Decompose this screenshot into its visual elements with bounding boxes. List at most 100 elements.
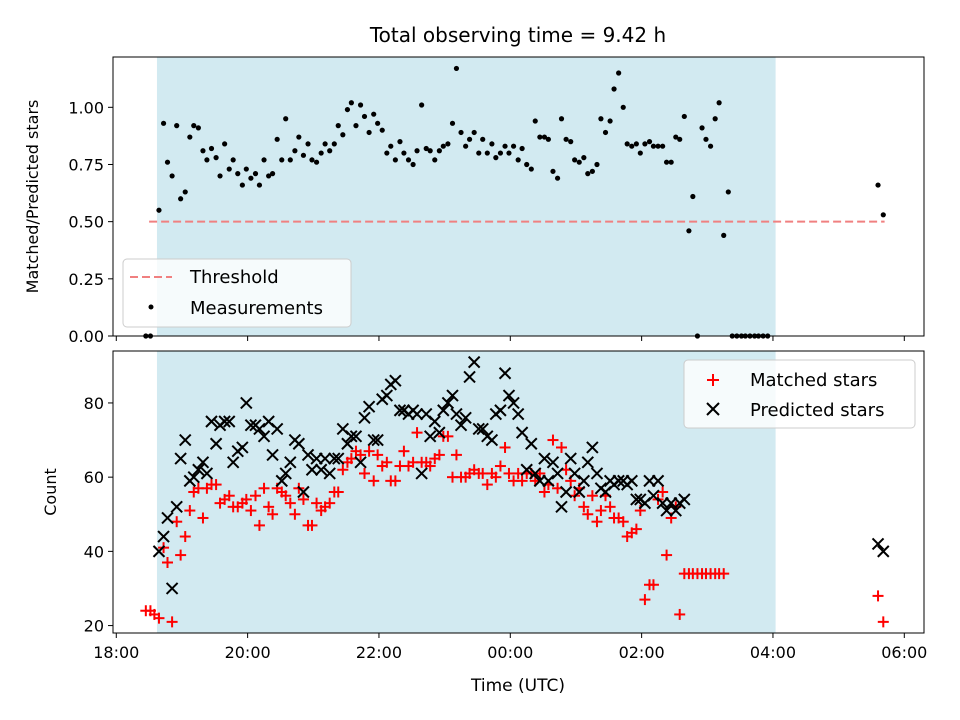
measurement-point	[318, 150, 324, 156]
measurement-point	[405, 157, 412, 163]
x-stroke-b	[454, 419, 468, 432]
top-x-ticks	[115, 336, 905, 341]
measurement-point	[445, 141, 451, 147]
x-stroke-b	[877, 545, 890, 558]
matched-star-point	[490, 471, 502, 483]
x-stroke-b	[345, 430, 358, 443]
measurement-point	[620, 104, 626, 110]
matched-star-point	[245, 505, 257, 517]
predicted-star-point	[498, 367, 512, 380]
x-stroke-b	[441, 396, 455, 410]
measurement-point	[160, 120, 167, 126]
predicted-star-point	[577, 474, 591, 488]
bottom-x-ticks: 18:00 20:00 22:00 00:00 02:00 04:00 06:00	[93, 633, 927, 662]
x-stroke-b	[297, 485, 310, 499]
x-stroke-b	[192, 463, 205, 476]
predicted-star-point	[367, 433, 380, 447]
measurement-point	[502, 143, 508, 149]
measurement-point	[322, 141, 328, 147]
predicted-star-points	[152, 355, 890, 595]
x-stroke-b	[205, 415, 218, 428]
measurement-point	[410, 161, 416, 168]
matched-star-point	[494, 460, 506, 472]
measurement-point	[690, 193, 696, 200]
measurement-point	[660, 143, 666, 149]
predicted-star-point	[568, 467, 581, 480]
measurement-point	[558, 116, 565, 122]
top-legend-box	[122, 258, 352, 328]
matched-star-point	[306, 519, 318, 531]
measurement-point	[541, 134, 548, 140]
x-axis-label: Time (UTC)	[470, 676, 565, 696]
predicted-star-point	[314, 463, 328, 476]
x-stroke-b	[152, 545, 166, 558]
predicted-star-point	[590, 467, 604, 480]
predicted-star-point	[463, 370, 476, 384]
measurement-point	[371, 111, 377, 117]
matched-star-point	[538, 486, 550, 498]
measurement-point	[384, 150, 390, 156]
x-stroke-b	[292, 437, 306, 450]
measurement-point	[397, 139, 403, 145]
measurement-point	[174, 123, 180, 129]
y-tick-label: 0.75	[68, 155, 104, 174]
predicted-star-point	[332, 452, 345, 465]
predicted-star-point	[446, 389, 459, 402]
predicted-star-point	[200, 467, 214, 480]
x-stroke-b	[520, 463, 533, 476]
predicted-star-point	[877, 545, 890, 558]
measurement-point	[230, 157, 236, 163]
measurement-point	[471, 129, 477, 136]
matched-star-point	[267, 508, 279, 520]
measurement-point	[602, 129, 609, 136]
x-stroke-b	[581, 456, 594, 469]
matched-star-point	[179, 531, 191, 543]
predicted-star-point	[542, 474, 555, 488]
measurement-point	[568, 139, 574, 145]
matched-star-point	[258, 482, 270, 494]
predicted-star-point	[209, 437, 223, 450]
x-stroke-b	[200, 467, 214, 480]
predicted-star-point	[187, 470, 200, 484]
y-tick-label: 60	[84, 468, 104, 487]
measurement-point	[388, 143, 394, 149]
measurement-point	[344, 106, 351, 113]
measurement-point	[287, 157, 293, 163]
measurement-point	[169, 173, 175, 179]
x-stroke-b	[463, 370, 476, 384]
predicted-star-point	[454, 419, 468, 432]
matched-star-point	[547, 434, 559, 446]
x-stroke-b	[301, 448, 315, 462]
measurement-point	[208, 145, 215, 152]
predicted-star-point	[502, 389, 516, 402]
x-stroke-b	[358, 411, 371, 424]
y-tick-label: 0.25	[68, 270, 104, 289]
predicted-star-point	[218, 415, 231, 428]
predicted-star-point	[433, 426, 446, 439]
x-tick-label: 04:00	[750, 643, 796, 662]
measurement-point	[256, 182, 263, 188]
x-stroke-b	[420, 407, 433, 421]
measurement-point	[353, 123, 359, 129]
measurement-point	[589, 168, 595, 174]
measurement-point	[156, 207, 162, 213]
measurement-point	[449, 120, 456, 126]
measurement-point	[550, 168, 556, 174]
x-stroke-b	[393, 404, 407, 417]
x-stroke-b	[284, 456, 297, 469]
measurement-point	[419, 102, 425, 108]
matched-star-point	[240, 493, 252, 505]
matched-star-point	[433, 449, 445, 461]
predicted-star-point	[349, 430, 363, 443]
x-stroke-b	[244, 419, 258, 432]
matched-star-point	[477, 467, 489, 479]
predicted-star-point	[174, 452, 187, 465]
x-stroke-b	[577, 474, 591, 488]
measurement-point	[200, 148, 206, 154]
x-tick-label: 02:00	[619, 643, 665, 662]
matched-star-point	[586, 490, 598, 502]
measurement-point	[187, 134, 193, 140]
measurement-point	[243, 166, 249, 172]
measurement-point	[677, 136, 683, 142]
predicted-star-point	[573, 485, 586, 499]
